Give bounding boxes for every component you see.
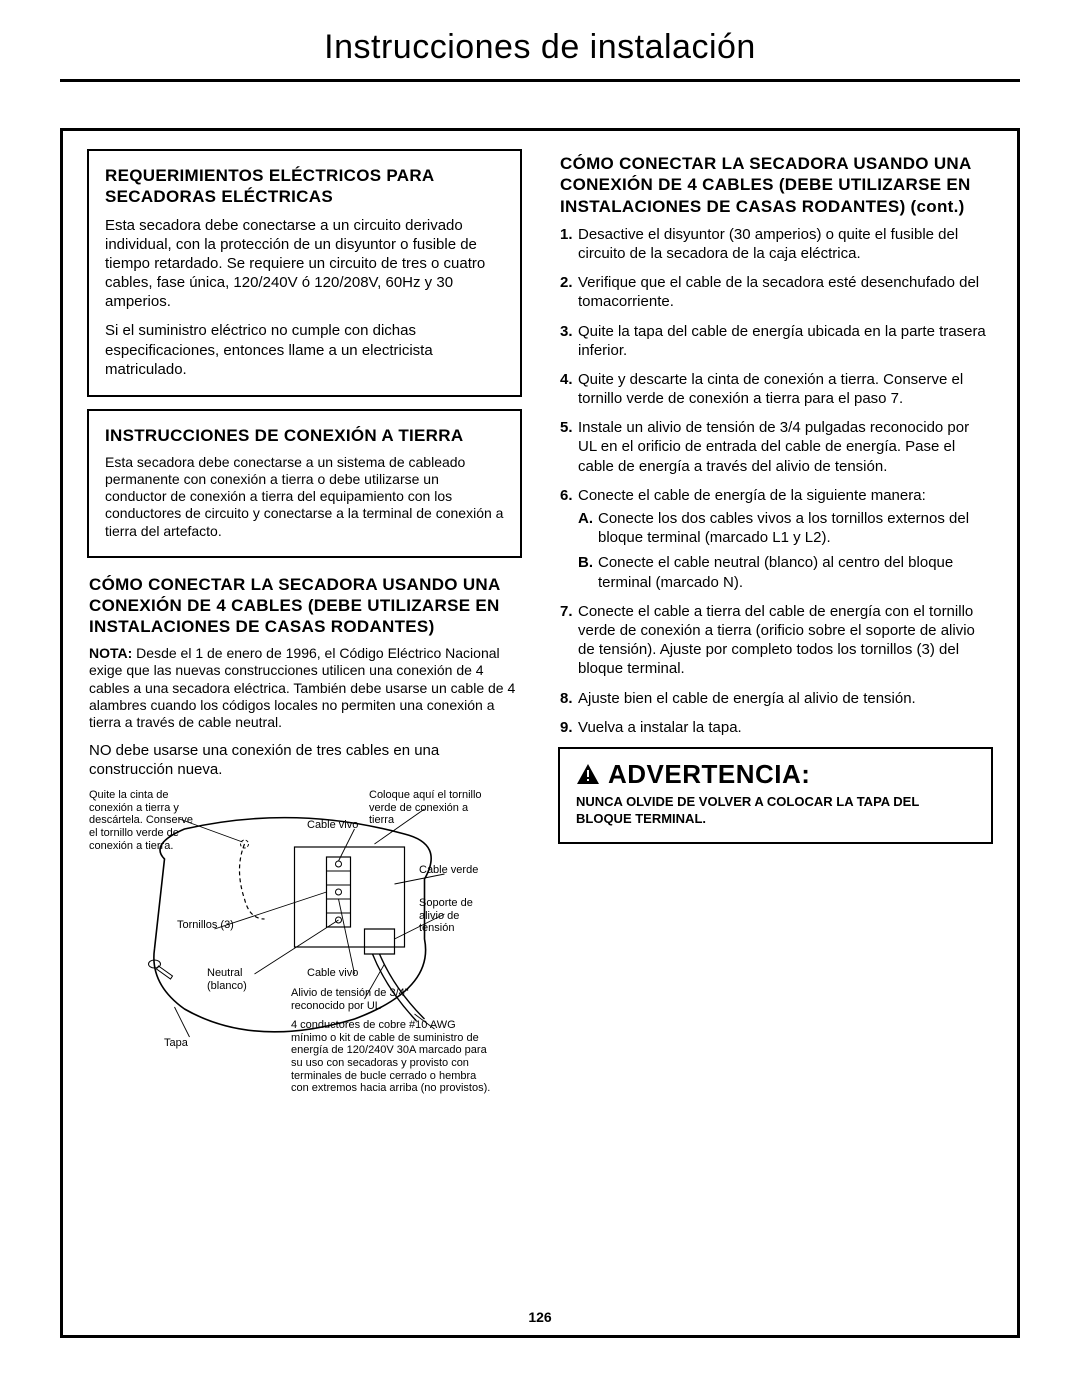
box-4wire: CÓMO CONECTAR LA SECADORA USANDO UNA CON… <box>87 570 522 1120</box>
label-conductors: 4 conductores de cobre #10 AWG mínimo o … <box>291 1019 491 1095</box>
label-cable-vivo-bot: Cable vivo <box>307 967 358 980</box>
label-alivio: Alivio de tensión de 3/4" reconocido por… <box>291 987 441 1012</box>
substep-b-label: B. <box>578 553 593 572</box>
substep-a-label: A. <box>578 509 593 528</box>
label-cable-verde: Cable verde <box>419 864 478 877</box>
step-6: Conecte el cable de energía de la siguie… <box>560 486 991 592</box>
heading-electrical-reqs: REQUERIMIENTOS ELÉCTRICOS PARA SECADORAS… <box>105 165 504 208</box>
step-8: Ajuste bien el cable de energía al alivi… <box>560 689 991 708</box>
label-place-screw: Coloque aquí el tornillo verde de conexi… <box>369 789 489 827</box>
page-title: Instrucciones de instalación <box>0 0 1080 79</box>
para-grounding: Esta secadora debe conectarse a un siste… <box>105 454 504 539</box>
title-rule <box>60 79 1020 82</box>
note-text: Desde el 1 de enero de 1996, el Código E… <box>89 645 515 729</box>
para-4wire-no3: NO debe usarse una conexión de tres cabl… <box>89 741 520 779</box>
label-remove-tape: Quite la cinta de conexión a tierra y de… <box>89 789 199 852</box>
heading-4wire: CÓMO CONECTAR LA SECADORA USANDO UNA CON… <box>89 574 520 638</box>
left-column: REQUERIMIENTOS ELÉCTRICOS PARA SECADORAS… <box>63 131 540 1335</box>
box-electrical-reqs: REQUERIMIENTOS ELÉCTRICOS PARA SECADORAS… <box>87 149 522 397</box>
warning-icon <box>576 763 600 785</box>
note-label: NOTA: <box>89 645 132 661</box>
substeps: A. Conecte los dos cables vivos a los to… <box>578 509 991 592</box>
para-4wire-note: NOTA: Desde el 1 de enero de 1996, el Có… <box>89 645 520 730</box>
right-column: CÓMO CONECTAR LA SECADORA USANDO UNA CON… <box>540 131 1017 1335</box>
step-4: Quite y descarte la cinta de conexión a … <box>560 370 991 408</box>
warning-title: ADVERTENCIA: <box>576 759 975 790</box>
warning-box: ADVERTENCIA: NUNCA OLVIDE DE VOLVER A CO… <box>558 747 993 844</box>
heading-grounding: INSTRUCCIONES DE CONEXIÓN A TIERRA <box>105 425 504 446</box>
box-4wire-cont: CÓMO CONECTAR LA SECADORA USANDO UNA CON… <box>558 149 993 737</box>
warning-title-text: ADVERTENCIA: <box>608 759 810 790</box>
label-soporte: Soporte de alivio de tensión <box>419 897 489 935</box>
step-7: Conecte el cable a tierra del cable de e… <box>560 602 991 679</box>
step-2: Verifique que el cable de la secadora es… <box>560 273 991 311</box>
step-6-text: Conecte el cable de energía de la siguie… <box>578 487 926 504</box>
para-reqs-2: Si el suministro eléctrico no cumple con… <box>105 321 504 379</box>
substep-a: A. Conecte los dos cables vivos a los to… <box>578 509 991 547</box>
step-1: Desactive el disyuntor (30 amperios) o q… <box>560 225 991 263</box>
columns: REQUERIMIENTOS ELÉCTRICOS PARA SECADORAS… <box>63 131 1017 1335</box>
substep-b: B. Conecte el cable neutral (blanco) al … <box>578 553 991 591</box>
box-grounding: INSTRUCCIONES DE CONEXIÓN A TIERRA Esta … <box>87 409 522 558</box>
warning-sub: NUNCA OLVIDE DE VOLVER A COLOCAR LA TAPA… <box>576 794 975 828</box>
label-tornillos: Tornillos (3) <box>177 919 234 932</box>
substep-b-text: Conecte el cable neutral (blanco) al cen… <box>598 554 953 590</box>
wiring-diagram: Quite la cinta de conexión a tierra y de… <box>89 789 520 1119</box>
outer-frame: REQUERIMIENTOS ELÉCTRICOS PARA SECADORAS… <box>60 128 1020 1338</box>
steps-list: Desactive el disyuntor (30 amperios) o q… <box>560 225 991 737</box>
substep-a-text: Conecte los dos cables vivos a los torni… <box>598 510 969 546</box>
label-cable-vivo-top: Cable vivo <box>307 819 358 832</box>
para-reqs-1: Esta secadora debe conectarse a un circu… <box>105 216 504 312</box>
step-3: Quite la tapa del cable de energía ubica… <box>560 322 991 360</box>
label-neutral: Neutral (blanco) <box>207 967 257 992</box>
page-number: 126 <box>63 1309 1017 1325</box>
step-5: Instale un alivio de tensión de 3/4 pulg… <box>560 418 991 476</box>
heading-4wire-cont: CÓMO CONECTAR LA SECADORA USANDO UNA CON… <box>560 153 991 217</box>
label-tapa: Tapa <box>164 1037 188 1050</box>
step-9: Vuelva a instalar la tapa. <box>560 718 991 737</box>
